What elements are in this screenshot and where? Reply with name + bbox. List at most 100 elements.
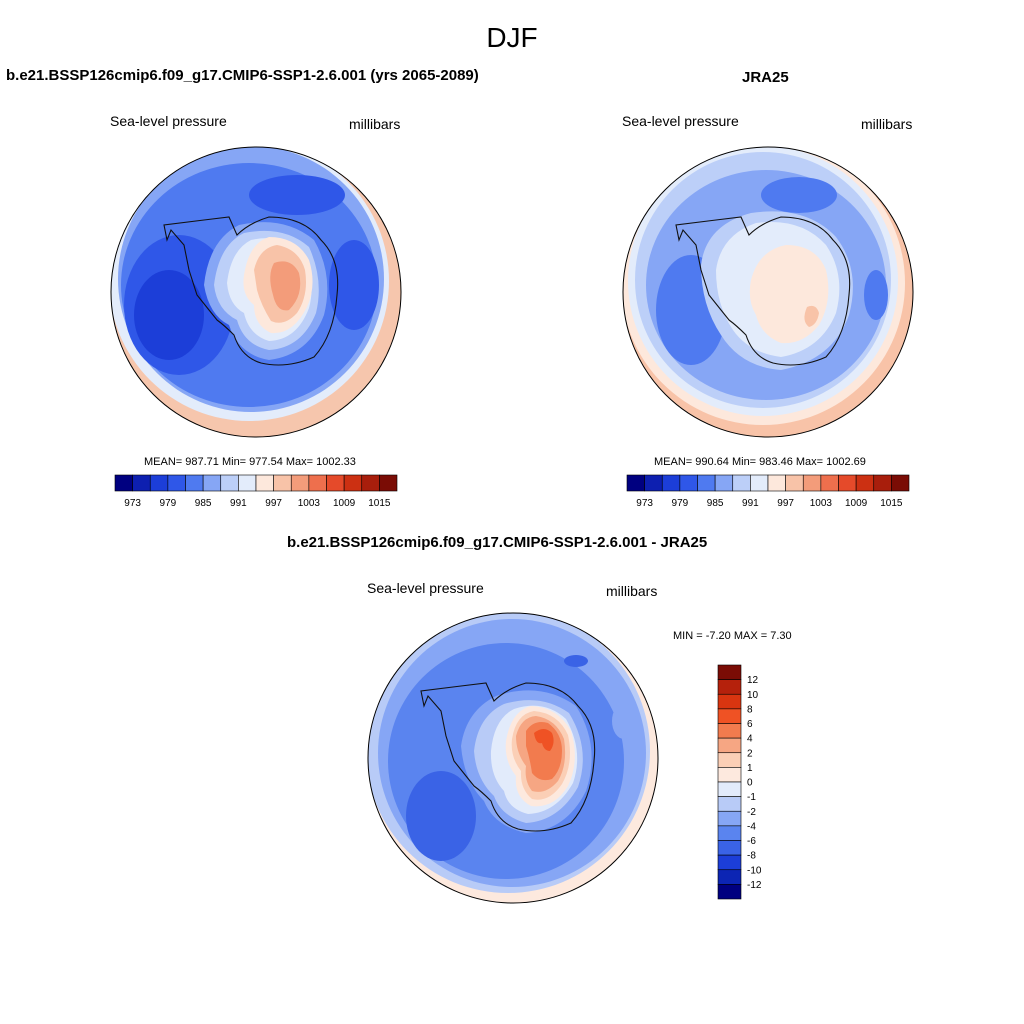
panel-1-colorbar-swatch-12 (326, 474, 345, 492)
panel-3-colorbar-label-6: 1 (747, 763, 753, 774)
panel-3-colorbar-label-5: 2 (747, 748, 753, 759)
panel-3-variable-label: Sea-level pressure (367, 580, 484, 596)
panel-2-colorbar-swatch-3 (679, 474, 698, 492)
panel-1-colorbar-swatch-1 (132, 474, 151, 492)
panel-1-colorbar-label-4: 997 (265, 498, 282, 509)
panel-2-units-label: millibars (861, 116, 913, 132)
panel-2-colorbar-swatch-5 (714, 474, 734, 492)
panel-1-colorbar-swatch-3 (167, 474, 186, 492)
panel-1-colorbar-swatch-6 (220, 474, 239, 492)
panel-2-colorbar-swatch-13 (855, 474, 875, 492)
panel-3-colorbar-swatch-15 (717, 884, 742, 900)
panel-1-colorbar-swatch-14 (361, 474, 380, 492)
panel-1-colorbar-swatch-9 (273, 474, 292, 492)
panel-2-colorbar-swatch-7 (750, 474, 769, 492)
panel-3-low-north (564, 655, 588, 667)
panel-1-low-east (329, 240, 379, 330)
panel-1-coastline (163, 216, 339, 366)
panel-3-colorbar-swatch-13 (717, 854, 742, 871)
panel-3-colorbar-label-4: 4 (747, 734, 753, 745)
panel-2-colorbar: 973 979 985 991 997 1003 1009 1015 (626, 474, 910, 509)
panel-3-colorbar-swatch-2 (717, 693, 742, 710)
panel-2-coastline (675, 216, 851, 366)
panel-2-colorbar-swatch-10 (802, 474, 822, 492)
panel-1-band-1003 (270, 261, 301, 311)
panel-2-band-1000 (804, 305, 819, 327)
panel-3-colorbar-swatch-14 (717, 869, 742, 885)
panel-1-colorbar-label-0: 973 (124, 498, 141, 509)
panel-2-colorbar-swatch-1 (644, 474, 663, 492)
panel-3-colorbar-label-13: -10 (747, 865, 762, 876)
panel-1-colorbar-label-1: 979 (160, 498, 177, 509)
panel-2-colorbar-swatch-6 (732, 474, 751, 492)
panel-3-colorbar-swatch-1 (717, 679, 742, 695)
panel-3-colorbar-swatch-8 (717, 781, 742, 797)
panel-1-colorbar-label-2: 985 (195, 498, 212, 509)
panel-3-colorbar-label-9: -2 (747, 807, 756, 818)
panel-3-colorbar-label-14: -12 (747, 880, 762, 891)
panel-2-colorbar-label-0: 973 (636, 498, 653, 509)
panel-3-colorbar-swatch-12 (717, 840, 742, 856)
panel-3-map-border (367, 612, 659, 904)
panel-1-colorbar-label-7: 1015 (368, 498, 391, 509)
panel-3-map (367, 612, 659, 904)
panel-3-colorbar-label-7: 0 (747, 778, 753, 789)
panel-3-colorbar-label-10: -4 (747, 821, 756, 832)
panel-3-colorbar-label-12: -8 (747, 851, 756, 862)
panel-3-colorbar-label-3: 6 (747, 719, 753, 730)
panel-3-colorbar-swatch-3 (717, 708, 742, 724)
panel-2-colorbar-label-5: 1003 (810, 498, 833, 509)
panel-1-low-core (134, 270, 204, 360)
panel-1-title: b.e21.BSSP126cmip6.f09_g17.CMIP6-SSP1-2.… (6, 67, 479, 84)
panel-2-colorbar-label-3: 991 (742, 498, 759, 509)
panel-1-colorbar-label-5: 1003 (298, 498, 321, 509)
panel-1-colorbar-swatch-10 (290, 474, 310, 492)
panel-2-colorbar-label-1: 979 (672, 498, 689, 509)
panel-3-units-label: millibars (606, 583, 658, 599)
panel-2-colorbar-swatch-15 (891, 474, 910, 492)
panel-2-low-east (864, 270, 888, 320)
panel-3-band-east (612, 703, 636, 739)
panel-3-low-west (406, 771, 476, 861)
panel-2-colorbar-swatch-4 (697, 474, 716, 492)
panel-3-title: b.e21.BSSP126cmip6.f09_g17.CMIP6-SSP1-2.… (287, 534, 708, 551)
panel-2-stats: MEAN= 990.64 Min= 983.46 Max= 1002.69 (654, 456, 866, 468)
panel-3-colorbar-label-2: 8 (747, 704, 753, 715)
panel-1-colorbar: 973 979 985 991 997 1003 1009 1015 (114, 474, 398, 509)
panel-1-colorbar-swatch-8 (255, 474, 274, 492)
panel-1-variable-label: Sea-level pressure (110, 113, 227, 129)
panel-3-band-6 (534, 729, 554, 751)
panel-1-colorbar-swatch-15 (379, 474, 398, 492)
panel-3-colorbar-swatch-10 (717, 810, 742, 827)
panel-2-colorbar-label-2: 985 (707, 498, 724, 509)
panel-3-colorbar-swatch-9 (717, 796, 742, 812)
panel-1-colorbar-swatch-5 (202, 474, 222, 492)
panel-3-coastline (420, 682, 596, 832)
panel-1-map-border (110, 146, 402, 438)
panel-1-colorbar-swatch-7 (238, 474, 257, 492)
panel-1-stats: MEAN= 987.71 Min= 977.54 Max= 1002.33 (144, 456, 356, 468)
panel-2-colorbar-swatch-8 (767, 474, 786, 492)
panel-1-colorbar-swatch-4 (185, 474, 204, 492)
panel-3-colorbar-label-1: 10 (747, 690, 759, 701)
panel-3-colorbar-swatch-6 (717, 752, 742, 768)
panel-3-stats: MIN = -7.20 MAX = 7.30 (673, 630, 792, 642)
panel-1-colorbar-swatch-11 (308, 474, 327, 492)
panel-3-colorbar-label-8: -1 (747, 792, 756, 803)
panel-2-title: JRA25 (742, 69, 789, 86)
panel-3-colorbar-label-0: 12 (747, 675, 759, 686)
panel-2-colorbar-label-4: 997 (777, 498, 794, 509)
panel-2-colorbar-label-6: 1009 (845, 498, 868, 509)
panel-1-map (110, 146, 402, 438)
panel-2-variable-label: Sea-level pressure (622, 113, 739, 129)
panel-2-colorbar-swatch-12 (838, 474, 857, 492)
panel-2-map (622, 146, 914, 438)
panel-1-units-label: millibars (349, 116, 401, 132)
panel-3-colorbar-swatch-7 (717, 767, 742, 783)
panel-1-colorbar-label-6: 1009 (333, 498, 356, 509)
panel-1-colorbar-swatch-2 (149, 474, 169, 492)
panel-2-colorbar-swatch-11 (820, 474, 839, 492)
page-title: DJF (486, 22, 538, 53)
panel-1-colorbar-swatch-13 (343, 474, 363, 492)
